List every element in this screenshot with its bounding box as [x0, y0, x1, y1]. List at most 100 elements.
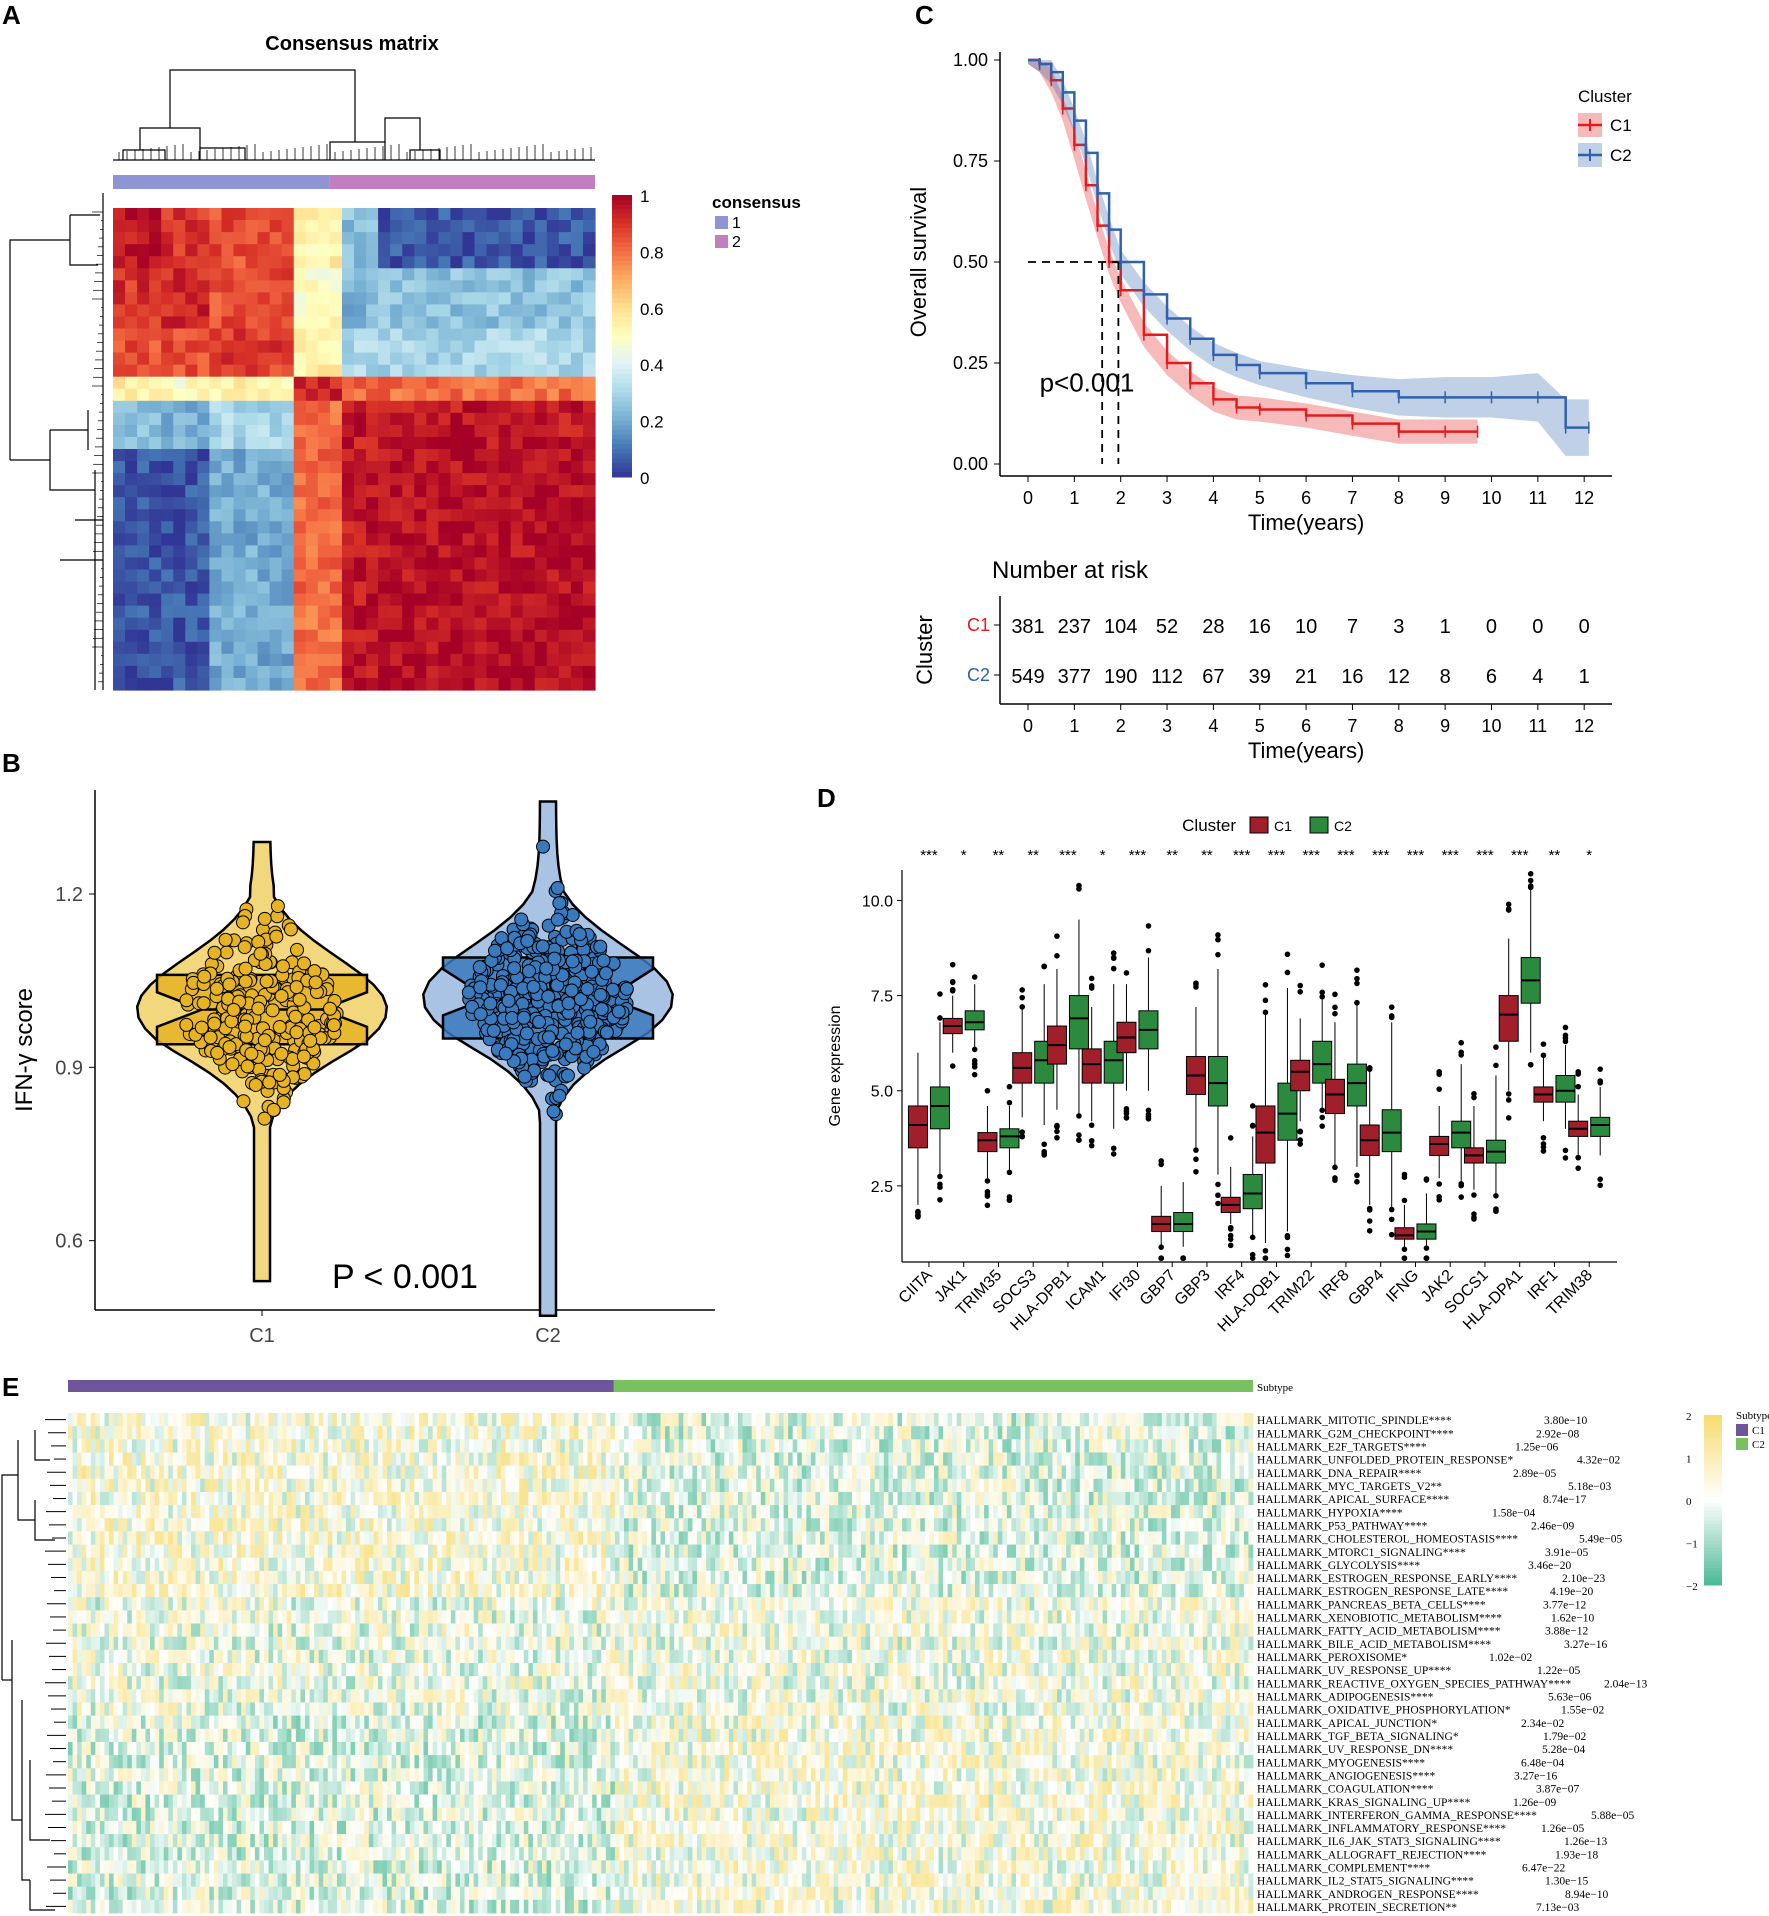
point-c2: [550, 912, 565, 927]
point-c2: [547, 951, 562, 966]
heatmap-cell: [354, 509, 367, 522]
heatmap-cell: [366, 533, 379, 546]
heatmap-cell: [596, 1452, 602, 1467]
heatmap-cell: [1075, 1465, 1081, 1480]
heatmap-cell: [997, 1478, 1003, 1493]
heatmap-cell: [1047, 1491, 1053, 1506]
heatmap-cell: [438, 208, 451, 221]
heatmap-cell: [573, 1452, 579, 1467]
heatmap-cell: [728, 1413, 734, 1427]
heatmap-cell: [197, 220, 210, 233]
heatmap-cell: [1088, 1413, 1094, 1427]
heatmap-cell: [820, 1491, 825, 1506]
heatmap-cell: [701, 1426, 707, 1440]
heatmap-cell: [902, 1439, 908, 1453]
heatmap-cell: [474, 376, 488, 390]
heatmap-cell: [1047, 1439, 1053, 1453]
heatmap-cell: [221, 220, 235, 233]
heatmap-cell: [824, 1478, 830, 1493]
heatmap-cell: [168, 1478, 174, 1493]
heatmap-cell: [161, 473, 174, 486]
colorbar-segment: [612, 270, 632, 276]
heatmap-cell: [233, 304, 247, 318]
heatmap-cell: [197, 208, 210, 221]
heatmap-cell: [920, 1491, 926, 1506]
heatmap-cell: [185, 557, 198, 571]
significance-stars: ***: [1059, 847, 1077, 864]
heatmap-cell: [329, 569, 343, 583]
heatmap-cell: [269, 545, 283, 559]
outlier-c1: [1193, 984, 1199, 990]
heatmap-cell: [95, 1439, 101, 1453]
heatmap-cell: [257, 340, 271, 354]
colorbar-segment: [612, 397, 632, 403]
risk-count-c1: 381: [1011, 616, 1044, 638]
heatmap-cell: [1088, 1452, 1094, 1467]
x-tick-label: 6: [1301, 488, 1311, 508]
heatmap-cell: [414, 364, 427, 378]
heatmap-cell: [317, 340, 331, 354]
heatmap-cell: [221, 376, 235, 390]
heatmap-cell: [582, 509, 596, 522]
heatmap-cell: [185, 436, 198, 450]
heatmap-cell: [317, 593, 331, 607]
heatmap-cell: [368, 1478, 374, 1493]
heatmap-cell: [797, 1452, 803, 1467]
point-c1: [236, 915, 251, 930]
heatmap-cell: [309, 1426, 315, 1440]
heatmap-cell: [892, 1491, 898, 1506]
heatmap-cell: [1070, 1465, 1076, 1480]
heatmap-cell: [161, 461, 174, 474]
outlier-c1: [1575, 1154, 1581, 1161]
heatmap-cell: [173, 364, 186, 378]
heatmap-cell: [414, 400, 427, 414]
heatmap-cell: [797, 1426, 803, 1440]
heatmap-cell: [341, 304, 355, 318]
heatmap-cell: [209, 557, 223, 571]
heatmap-cell: [1230, 1413, 1236, 1427]
heatmap-cell: [902, 1413, 908, 1427]
heatmap-cell: [113, 1413, 119, 1427]
risk-x-tick-label: 0: [1023, 716, 1033, 736]
heatmap-cell: [368, 1491, 374, 1506]
heatmap-cell: [366, 304, 379, 318]
heatmap-cell: [879, 1439, 885, 1453]
heatmap-cell: [426, 533, 439, 546]
outlier-c1: [1436, 1068, 1442, 1075]
heatmap-cell: [801, 1465, 807, 1480]
colorbar-tick-label: 0.6: [640, 300, 664, 319]
heatmap-cell: [317, 412, 331, 426]
heatmap-cell: [227, 1452, 233, 1467]
heatmap-cell: [1061, 1426, 1067, 1440]
heatmap-cell: [1170, 1478, 1176, 1493]
point-c1: [272, 1020, 287, 1035]
heatmap-cell: [323, 1491, 329, 1506]
heatmap-cell: [1066, 1478, 1072, 1493]
heatmap-cell: [792, 1465, 798, 1480]
heatmap-cell: [197, 364, 210, 378]
heatmap-cell: [329, 617, 343, 631]
heatmap-cell: [570, 244, 584, 257]
heatmap-cell: [354, 485, 367, 498]
heatmap-cell: [400, 1491, 406, 1506]
heatmap-cell: [874, 1439, 880, 1453]
heatmap-cell: [988, 1413, 994, 1427]
heatmap-cell: [737, 1465, 743, 1480]
heatmap-cell: [185, 521, 198, 534]
heatmap-cell: [496, 1452, 502, 1467]
heatmap-cell: [245, 677, 259, 691]
heatmap-cell: [185, 665, 198, 679]
heatmap-cell: [473, 1439, 479, 1453]
risk-x-tick-label: 1: [1069, 716, 1079, 736]
heatmap-cell: [965, 1439, 971, 1453]
heatmap-cell: [522, 629, 536, 643]
colorbar-tick-label: 0.2: [640, 413, 664, 432]
heatmap-cell: [350, 1426, 356, 1440]
point-c1: [296, 956, 311, 971]
heatmap-cell: [161, 232, 174, 245]
heatmap-cell: [140, 1505, 146, 1519]
heatmap-cell: [487, 1426, 493, 1440]
heatmap-cell: [418, 1426, 424, 1440]
heatmap-cell: [282, 1505, 288, 1519]
heatmap-cell: [765, 1439, 771, 1453]
